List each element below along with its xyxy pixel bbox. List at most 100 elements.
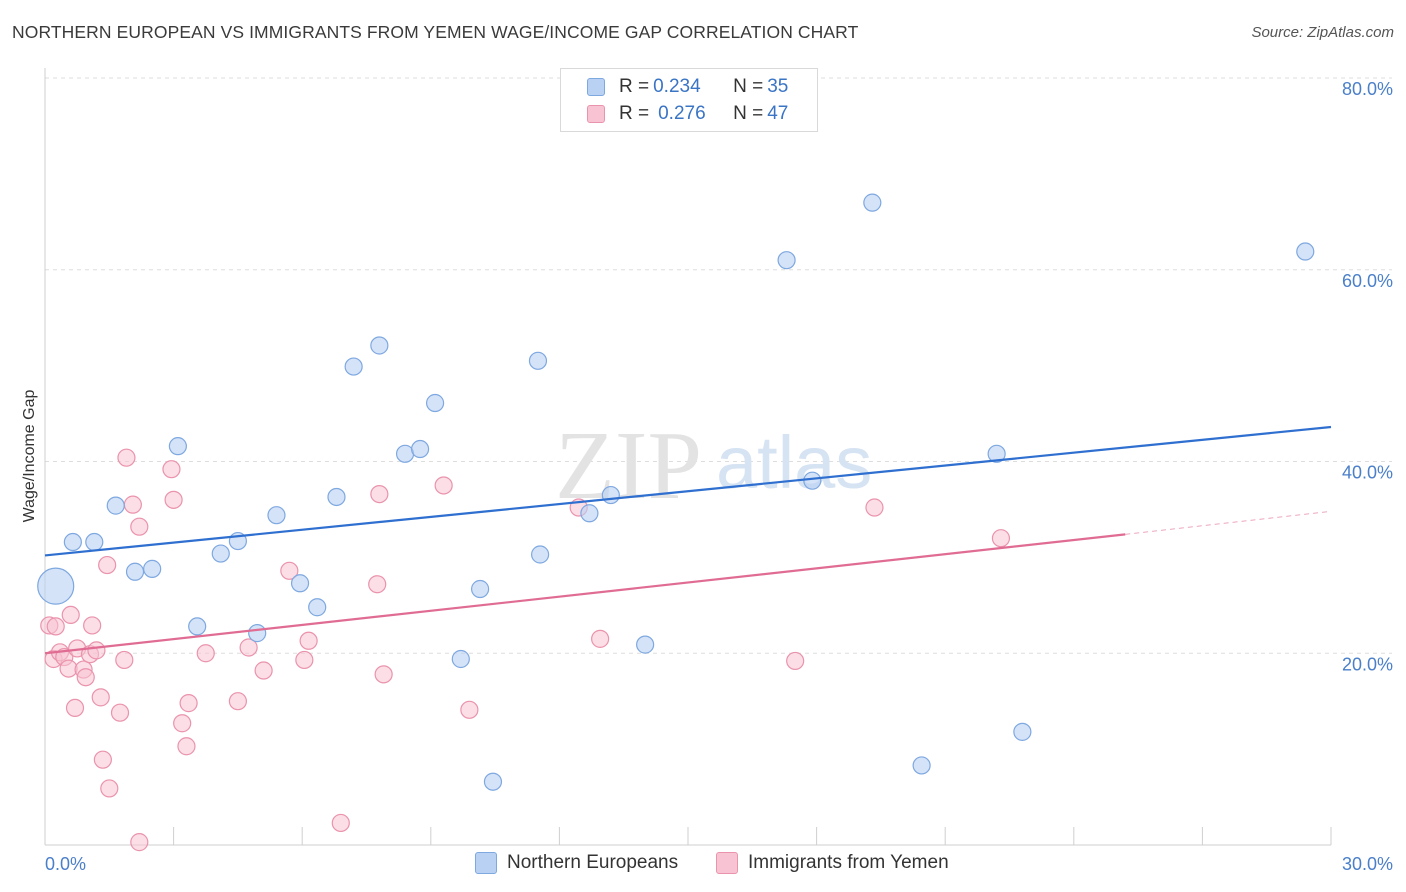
- data-point-yemen: [460, 700, 479, 719]
- data-point-northern-european: [143, 559, 162, 578]
- data-point-northern-european: [863, 193, 882, 212]
- data-point-northern-european: [188, 617, 207, 636]
- legend-n-label: N =: [733, 76, 764, 97]
- data-point-yemen: [434, 476, 453, 495]
- data-point-yemen: [59, 659, 78, 678]
- legend-label-northern-europeans: Northern Europeans: [507, 852, 679, 873]
- data-point-yemen: [83, 616, 102, 635]
- data-point-yemen: [93, 750, 112, 769]
- legend-r-label: R =: [619, 76, 650, 97]
- legend-row-yemen: R = 0.276 N = 47: [587, 102, 788, 126]
- data-point-northern-european: [125, 562, 145, 581]
- x-tick-label: 0.0%: [45, 854, 86, 874]
- source-label: Source: ZipAtlas.com: [1251, 24, 1394, 41]
- legend-swatch-blue: [587, 78, 605, 96]
- legend-n-value: 47: [767, 103, 789, 124]
- data-point-northern-european: [308, 598, 327, 617]
- chart-title: NORTHERN EUROPEAN VS IMMIGRANTS FROM YEM…: [12, 22, 859, 42]
- data-point-northern-european: [211, 544, 230, 563]
- grid-lines: [45, 77, 1392, 654]
- data-point-northern-european: [395, 444, 415, 463]
- data-point-yemen: [110, 703, 130, 722]
- data-point-northern-european: [528, 351, 548, 370]
- legend-item-yemen[interactable]: Immigrants from Yemen: [716, 852, 949, 874]
- legend-row-northern-europeans: R = 0.234 N = 35: [587, 75, 788, 99]
- data-point-northern-european: [267, 506, 286, 525]
- legend-n-label: N =: [733, 103, 764, 124]
- data-point-yemen: [196, 644, 215, 663]
- data-point-yemen: [374, 665, 393, 684]
- data-point-yemen: [173, 714, 192, 733]
- data-point-northern-european: [803, 471, 822, 490]
- data-point-yemen: [177, 737, 196, 756]
- data-point-northern-european: [106, 496, 125, 515]
- data-point-yemen: [123, 495, 142, 514]
- watermark-atlas: atlas: [716, 421, 872, 504]
- data-point-northern-european: [63, 532, 82, 552]
- data-point-northern-european: [601, 485, 620, 505]
- y-axis-label: Wage/Income Gap: [21, 390, 38, 523]
- legend-item-northern-europeans[interactable]: Northern Europeans: [475, 852, 678, 874]
- data-point-yemen: [76, 668, 95, 687]
- data-point-northern-european: [531, 545, 550, 564]
- data-point-northern-european: [248, 624, 267, 643]
- data-point-yemen: [865, 498, 884, 517]
- data-point-yemen: [591, 629, 610, 648]
- data-point-yemen: [98, 555, 117, 575]
- legend-r-label: R =: [619, 103, 650, 124]
- y-tick-label: 40.0%: [1342, 463, 1393, 483]
- data-point-northern-european: [777, 251, 796, 270]
- data-point-northern-european: [85, 532, 104, 552]
- data-point-yemen: [46, 617, 65, 636]
- data-point-northern-european: [636, 635, 655, 654]
- data-point-northern-european: [425, 393, 445, 413]
- correlation-legend: R = 0.234 N = 35 R = 0.276 N = 47: [560, 68, 818, 132]
- data-point-yemen: [61, 605, 80, 625]
- data-point-yemen: [370, 484, 389, 504]
- data-point-yemen: [130, 833, 149, 852]
- data-point-yemen: [254, 661, 273, 680]
- data-point-northern-european: [580, 504, 599, 523]
- series-yemen-points: [40, 448, 1011, 852]
- data-point-yemen: [179, 694, 198, 713]
- data-point-yemen: [368, 575, 387, 594]
- data-point-northern-european: [370, 336, 389, 355]
- data-point-yemen: [239, 638, 258, 657]
- data-point-northern-european: [327, 487, 346, 507]
- legend-label-yemen: Immigrants from Yemen: [748, 852, 949, 873]
- data-point-yemen: [162, 460, 181, 479]
- data-point-yemen: [87, 641, 106, 660]
- data-point-northern-european: [344, 357, 363, 376]
- data-point-northern-european: [470, 579, 490, 599]
- data-point-yemen: [280, 561, 299, 580]
- y-tick-label: 60.0%: [1342, 271, 1393, 291]
- data-point-yemen: [65, 698, 85, 717]
- legend-r-value: 0.276: [658, 103, 706, 124]
- trend-line-northern-europeans: [44, 425, 1332, 557]
- data-point-yemen: [130, 517, 149, 536]
- data-point-yemen: [228, 692, 247, 711]
- data-point-northern-european: [987, 444, 1006, 463]
- trend-line-yemen-extrapolated: [1125, 510, 1332, 535]
- data-point-northern-european: [168, 437, 187, 456]
- data-point-yemen: [299, 631, 318, 650]
- data-point-northern-european: [483, 772, 503, 791]
- data-point-northern-european: [912, 756, 931, 775]
- data-point-northern-european: [290, 574, 310, 593]
- data-point-yemen: [295, 650, 314, 670]
- data-point-yemen: [115, 650, 134, 670]
- axes: [44, 68, 1332, 846]
- data-point-yemen: [786, 651, 805, 671]
- data-point-northern-european: [1296, 242, 1315, 261]
- legend-swatch-blue: [475, 852, 497, 874]
- data-point-yemen: [164, 490, 183, 509]
- series-legend: Northern Europeans Immigrants from Yemen: [0, 852, 1406, 878]
- legend-swatch-pink: [716, 852, 738, 874]
- tick-labels: 20.0% 40.0% 60.0% 80.0% 0.0% 30.0%: [45, 79, 1393, 874]
- data-point-northern-european: [410, 439, 430, 459]
- legend-n-value: 35: [767, 76, 789, 97]
- legend-r-value: 0.234: [653, 76, 701, 97]
- data-point-northern-european: [1013, 722, 1032, 741]
- data-point-yemen: [117, 448, 136, 467]
